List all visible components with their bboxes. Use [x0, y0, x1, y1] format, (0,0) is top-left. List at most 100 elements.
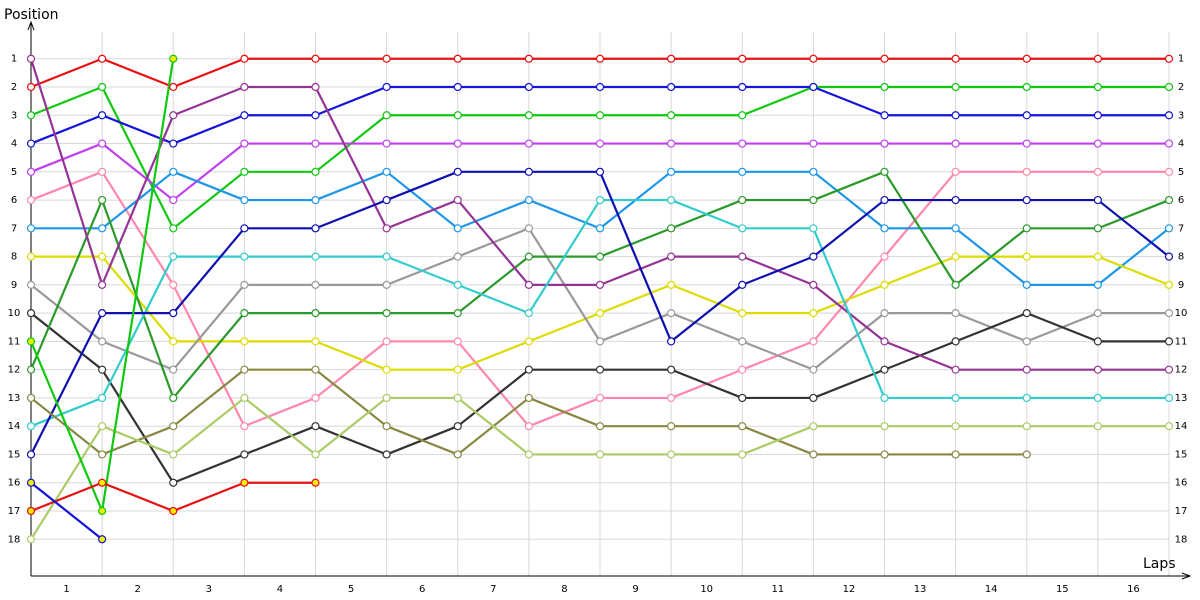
y-tick-label-right: 11	[1175, 336, 1188, 347]
position-marker	[311, 139, 320, 148]
position-marker	[453, 280, 462, 289]
position-marker	[240, 365, 249, 374]
position-marker	[382, 111, 391, 120]
position-marker	[524, 54, 533, 63]
x-tick-label: 13	[914, 584, 927, 595]
y-tick-label: 5	[11, 167, 17, 178]
position-marker	[382, 139, 391, 148]
x-tick-label: 8	[561, 584, 567, 595]
position-marker	[1093, 337, 1102, 346]
position-marker	[524, 337, 533, 346]
position-marker	[382, 337, 391, 346]
position-marker	[98, 195, 107, 205]
position-marker	[595, 450, 605, 459]
position-marker	[1093, 252, 1102, 261]
position-marker	[453, 54, 462, 63]
position-marker	[951, 337, 960, 346]
position-marker	[880, 393, 889, 403]
y-tick-label-right: 3	[1178, 110, 1184, 121]
position-marker	[738, 309, 747, 318]
position-marker	[738, 450, 747, 459]
y-tick-label: 1	[11, 54, 17, 65]
position-marker	[524, 195, 533, 205]
position-marker	[524, 82, 533, 92]
x-tick-label: 10	[700, 584, 713, 595]
position-marker	[880, 224, 889, 233]
position-marker	[1164, 139, 1174, 148]
y-tick-label-right: 18	[1175, 534, 1188, 545]
position-marker	[26, 422, 36, 431]
position-marker	[951, 195, 960, 205]
position-marker	[240, 309, 249, 318]
y-tick-label: 16	[8, 478, 21, 489]
position-marker	[951, 54, 960, 63]
position-marker	[738, 365, 747, 374]
position-marker	[738, 82, 747, 92]
y-tick-label: 10	[8, 308, 21, 319]
position-marker	[382, 280, 391, 289]
position-marker	[169, 280, 178, 289]
position-marker	[524, 422, 533, 431]
position-marker	[738, 224, 747, 233]
position-marker	[1022, 167, 1031, 176]
position-marker	[453, 309, 462, 318]
position-marker	[809, 422, 818, 431]
y-tick-label-right: 2	[1178, 82, 1184, 93]
position-marker	[880, 167, 889, 176]
position-marker	[738, 111, 747, 120]
position-marker	[951, 309, 960, 318]
position-marker	[169, 393, 178, 403]
position-marker	[1093, 54, 1102, 63]
position-marker	[1022, 450, 1031, 459]
position-marker	[240, 393, 249, 403]
position-marker	[26, 224, 36, 233]
position-marker	[240, 252, 249, 261]
position-marker	[667, 111, 676, 120]
position-marker	[169, 478, 178, 487]
position-marker	[951, 280, 960, 289]
position-marker	[880, 422, 889, 431]
position-marker	[809, 82, 818, 92]
position-marker	[26, 167, 36, 176]
position-marker	[880, 450, 889, 459]
position-marker	[453, 111, 462, 120]
y-tick-label: 15	[8, 449, 21, 460]
position-marker	[1164, 365, 1174, 374]
position-marker	[26, 309, 36, 318]
y-tick-label: 11	[8, 336, 21, 347]
position-marker	[1093, 195, 1102, 205]
position-marker	[1164, 82, 1174, 92]
x-tick-label: 16	[1127, 584, 1140, 595]
position-marker	[880, 139, 889, 148]
position-marker	[951, 139, 960, 148]
position-marker	[382, 82, 391, 92]
position-marker	[26, 337, 36, 346]
y-tick-label: 9	[11, 280, 17, 291]
position-marker	[595, 309, 605, 318]
position-marker	[524, 393, 533, 403]
position-marker	[169, 82, 178, 92]
position-marker	[1093, 422, 1102, 431]
position-marker	[738, 195, 747, 205]
position-marker	[26, 54, 36, 63]
position-marker	[1022, 139, 1031, 148]
y-tick-label: 14	[8, 421, 21, 432]
position-marker	[453, 365, 462, 374]
position-marker	[951, 365, 960, 374]
position-marker	[1022, 195, 1031, 205]
position-marker	[98, 82, 107, 92]
position-marker	[311, 365, 320, 374]
position-marker	[880, 365, 889, 374]
y-tick-label: 2	[11, 82, 17, 93]
y-tick-label-right: 9	[1178, 280, 1184, 291]
position-marker	[453, 139, 462, 148]
position-marker	[98, 393, 107, 403]
y-tick-label-right: 6	[1178, 195, 1184, 206]
position-marker	[667, 224, 676, 233]
position-marker	[667, 195, 676, 205]
position-marker	[311, 195, 320, 205]
position-marker	[26, 82, 36, 92]
y-tick-label: 4	[11, 139, 17, 150]
position-marker	[1164, 337, 1174, 346]
y-tick-label-right: 7	[1178, 223, 1184, 234]
